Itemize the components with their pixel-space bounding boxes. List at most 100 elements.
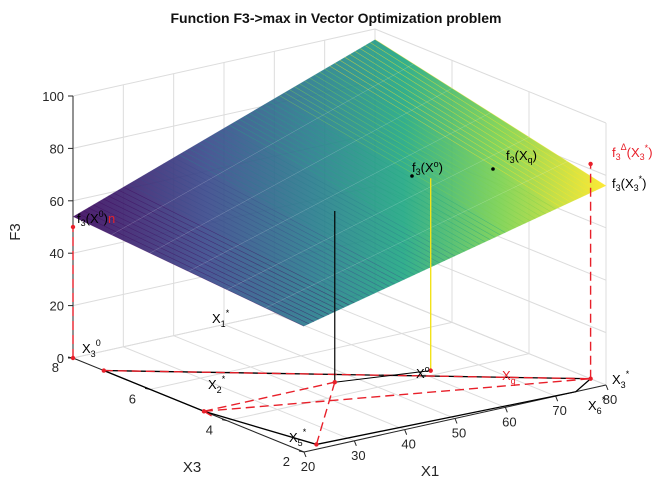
x-tick-label: 30 [351,448,365,463]
surface-mesh-line [183,151,415,276]
surface-mesh-line [118,189,350,306]
surface-plane [72,39,607,327]
y-tick-label: 8 [52,360,59,375]
surface-fill [73,39,606,327]
xo-xq-line [334,370,431,383]
red-dashed-line [315,382,336,445]
surface-mesh-line [77,213,310,325]
surface-mesh-line [354,51,587,196]
surface-mesh-line [238,118,471,250]
grid-line [72,28,376,97]
surface-mesh-line [208,136,441,264]
z-tick-label: 80 [50,141,64,156]
z-tick-label: 60 [50,194,64,209]
x-tick-mark [404,429,408,435]
surface-mesh-line [243,115,476,247]
surface-mesh-line [163,163,395,285]
x-tick-mark [454,418,458,424]
surface-mesh-line [314,74,546,215]
y-tick-label: 4 [206,423,213,438]
surface-mesh-line [98,201,330,315]
surface-mesh-line [158,166,390,287]
y-axis-label: X3 [183,459,201,476]
label-f3-xq: f3(Xq) [506,148,537,165]
grid-line [226,353,530,422]
red-dashed-line [103,369,591,380]
surface-mesh-line [254,110,486,243]
surface-mesh-line [279,95,511,231]
x-tick-mark [504,407,508,413]
surface-mesh-line [223,127,456,257]
label-f3-x3star: f3(X3*) [612,174,647,193]
label-x2-star: X2* [208,374,226,395]
surface-mesh-line [319,71,551,212]
surface-mesh-line [269,101,501,236]
x-tick-label: 60 [502,414,516,429]
label-x5-star: X5* [289,427,307,448]
surface-mesh-line [349,53,581,198]
annotations: f3(Xo) f3(Xq) f3(X0)n f3Δ(X3*) f3(X3*) X… [77,142,653,448]
z-tick-label: 20 [50,299,64,314]
surface-mesh-line [72,216,305,327]
grid-line [274,312,506,408]
surface-mesh-line [324,68,556,210]
surface-mesh-line [369,42,602,189]
point-f3-xo [410,174,414,178]
label-x3-zero: X30 [82,338,101,359]
surface-mesh-line [188,112,491,272]
surface-mesh-line [178,154,410,278]
surface-mesh-line [226,136,530,290]
x-tick-mark [353,440,357,447]
surface-mesh-line [128,183,360,301]
surface-mesh-line [143,174,375,294]
surface-mesh-line [123,186,355,304]
label-f3-x30: f3(X0)n [77,209,115,228]
surface-mesh-line [72,39,376,217]
surface-mesh-line [249,112,481,245]
surface-mesh-line [213,133,446,262]
surface-mesh-line [265,161,568,309]
surface-mesh-line [299,83,531,222]
surface-mesh-line [374,39,607,187]
surface-mesh-line [149,88,453,254]
y-tick-label: 6 [129,391,136,406]
surface-mesh-line [188,148,420,273]
point-f3-x30 [70,224,76,230]
tick-labels: 20 30 40 50 60 70 80 2 4 6 80 20 40 60 80 100 [42,89,617,474]
grid-line [173,335,405,431]
point-x5-star [314,442,319,447]
y-tick-mark [298,450,305,453]
y-tick-mark [221,419,228,422]
point-xq [428,368,433,373]
label-xo: Xo [416,364,430,381]
x-tick-mark [303,451,307,458]
surface-mesh-line [289,89,521,226]
x-tick-label: 40 [401,437,415,452]
feasible-region-outline [103,369,593,446]
x-tick-mark [605,384,609,391]
surface-mesh-line [304,80,536,219]
surface-mesh-line [113,192,345,308]
surface-mesh-line [168,160,400,283]
grid-line [374,290,607,386]
surface-mesh-line [218,130,451,259]
surface-mesh-line [111,63,414,235]
surface-mesh-line [303,185,607,327]
point-x2-star [201,409,207,414]
surface-mesh-line [87,207,320,320]
surface-mesh-line [138,177,370,297]
construction-lines [70,161,593,447]
surface-mesh-line [133,180,365,299]
point-f3-xq [491,167,495,171]
point-x3-zero [70,355,76,361]
grid-line [374,28,607,124]
red-dashed-line [203,378,591,412]
x-tick-label: 80 [603,392,617,407]
point-xo [332,380,337,385]
label-x6-star: X6* [588,395,606,416]
surface-mesh-line [364,45,597,191]
grid-line [149,321,453,390]
label-x1-star: X1* [212,308,230,329]
point-f3-delta [588,161,593,167]
surface-mesh-line [274,98,506,233]
